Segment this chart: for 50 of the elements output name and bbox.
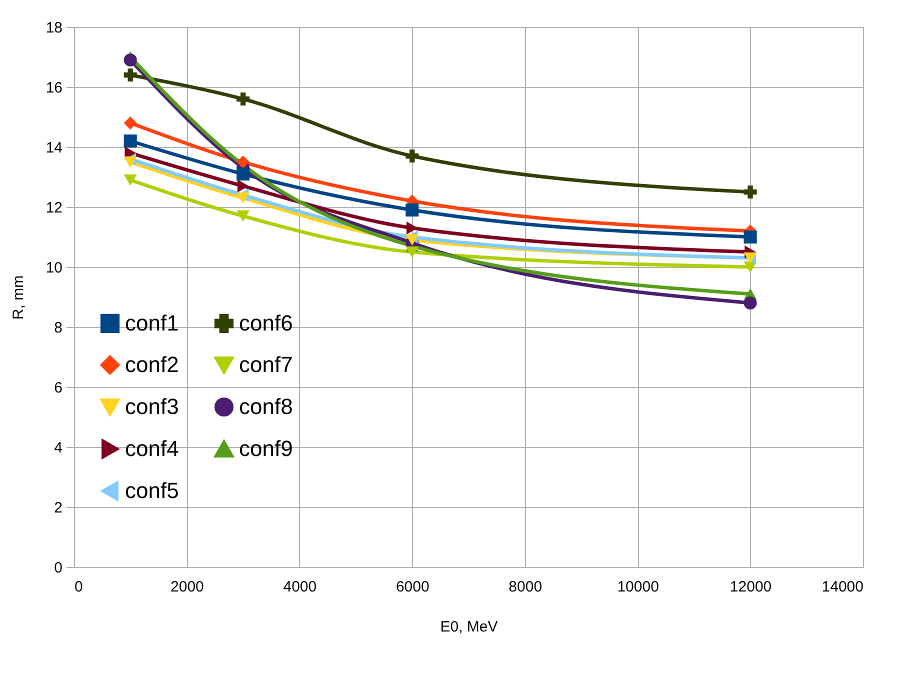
point [237, 179, 249, 193]
legend-label: conf9 [239, 436, 293, 461]
point [124, 116, 137, 130]
point [236, 210, 250, 222]
point [744, 230, 757, 244]
x-tick-label: 10000 [617, 578, 659, 596]
point [124, 156, 137, 168]
y-tick-label: 6 [54, 380, 62, 396]
x-tick-label: 8000 [508, 578, 542, 596]
point [124, 53, 137, 67]
x-tick-label: 2000 [170, 578, 204, 596]
point [406, 149, 419, 163]
point [236, 192, 250, 204]
x-axis-title: E0, MeV [440, 618, 498, 636]
point [744, 185, 757, 199]
y-tick-label: 4 [54, 440, 62, 456]
legend-label: conf5 [125, 478, 179, 503]
x-tick-label: 12000 [730, 578, 772, 596]
y-tick-label: 2 [54, 500, 62, 516]
legend-label: conf2 [125, 352, 179, 377]
legend-label: conf8 [239, 394, 293, 419]
legend-label: conf7 [239, 352, 293, 377]
legend-label: conf6 [239, 310, 293, 336]
point [124, 146, 136, 160]
point [124, 134, 137, 148]
point [124, 174, 137, 186]
y-tick-label: 12 [46, 200, 62, 216]
point [406, 203, 419, 217]
x-tick-label: 4000 [283, 578, 317, 596]
y-tick-label: 18 [46, 20, 62, 36]
point [236, 92, 250, 106]
point [406, 221, 418, 235]
point [236, 155, 250, 169]
x-tick-label: 6000 [396, 578, 430, 596]
point [236, 167, 250, 181]
point [124, 68, 137, 82]
x-tick-label: 14000 [822, 578, 864, 596]
y-tick-label: 10 [46, 260, 62, 276]
y-tick-label: 14 [46, 140, 62, 156]
point [744, 296, 757, 310]
point [406, 234, 419, 246]
x-tick-label: 0 [74, 578, 83, 596]
legend-label: conf4 [125, 436, 179, 461]
y-tick-label: 8 [54, 320, 62, 336]
y-tick-label: 0 [54, 560, 62, 576]
y-tick-label: 16 [46, 80, 62, 96]
legend-label: conf3 [125, 394, 179, 419]
legend-label: conf1 [125, 310, 179, 336]
y-axis-title: R, mm [10, 275, 27, 320]
point [406, 246, 419, 258]
